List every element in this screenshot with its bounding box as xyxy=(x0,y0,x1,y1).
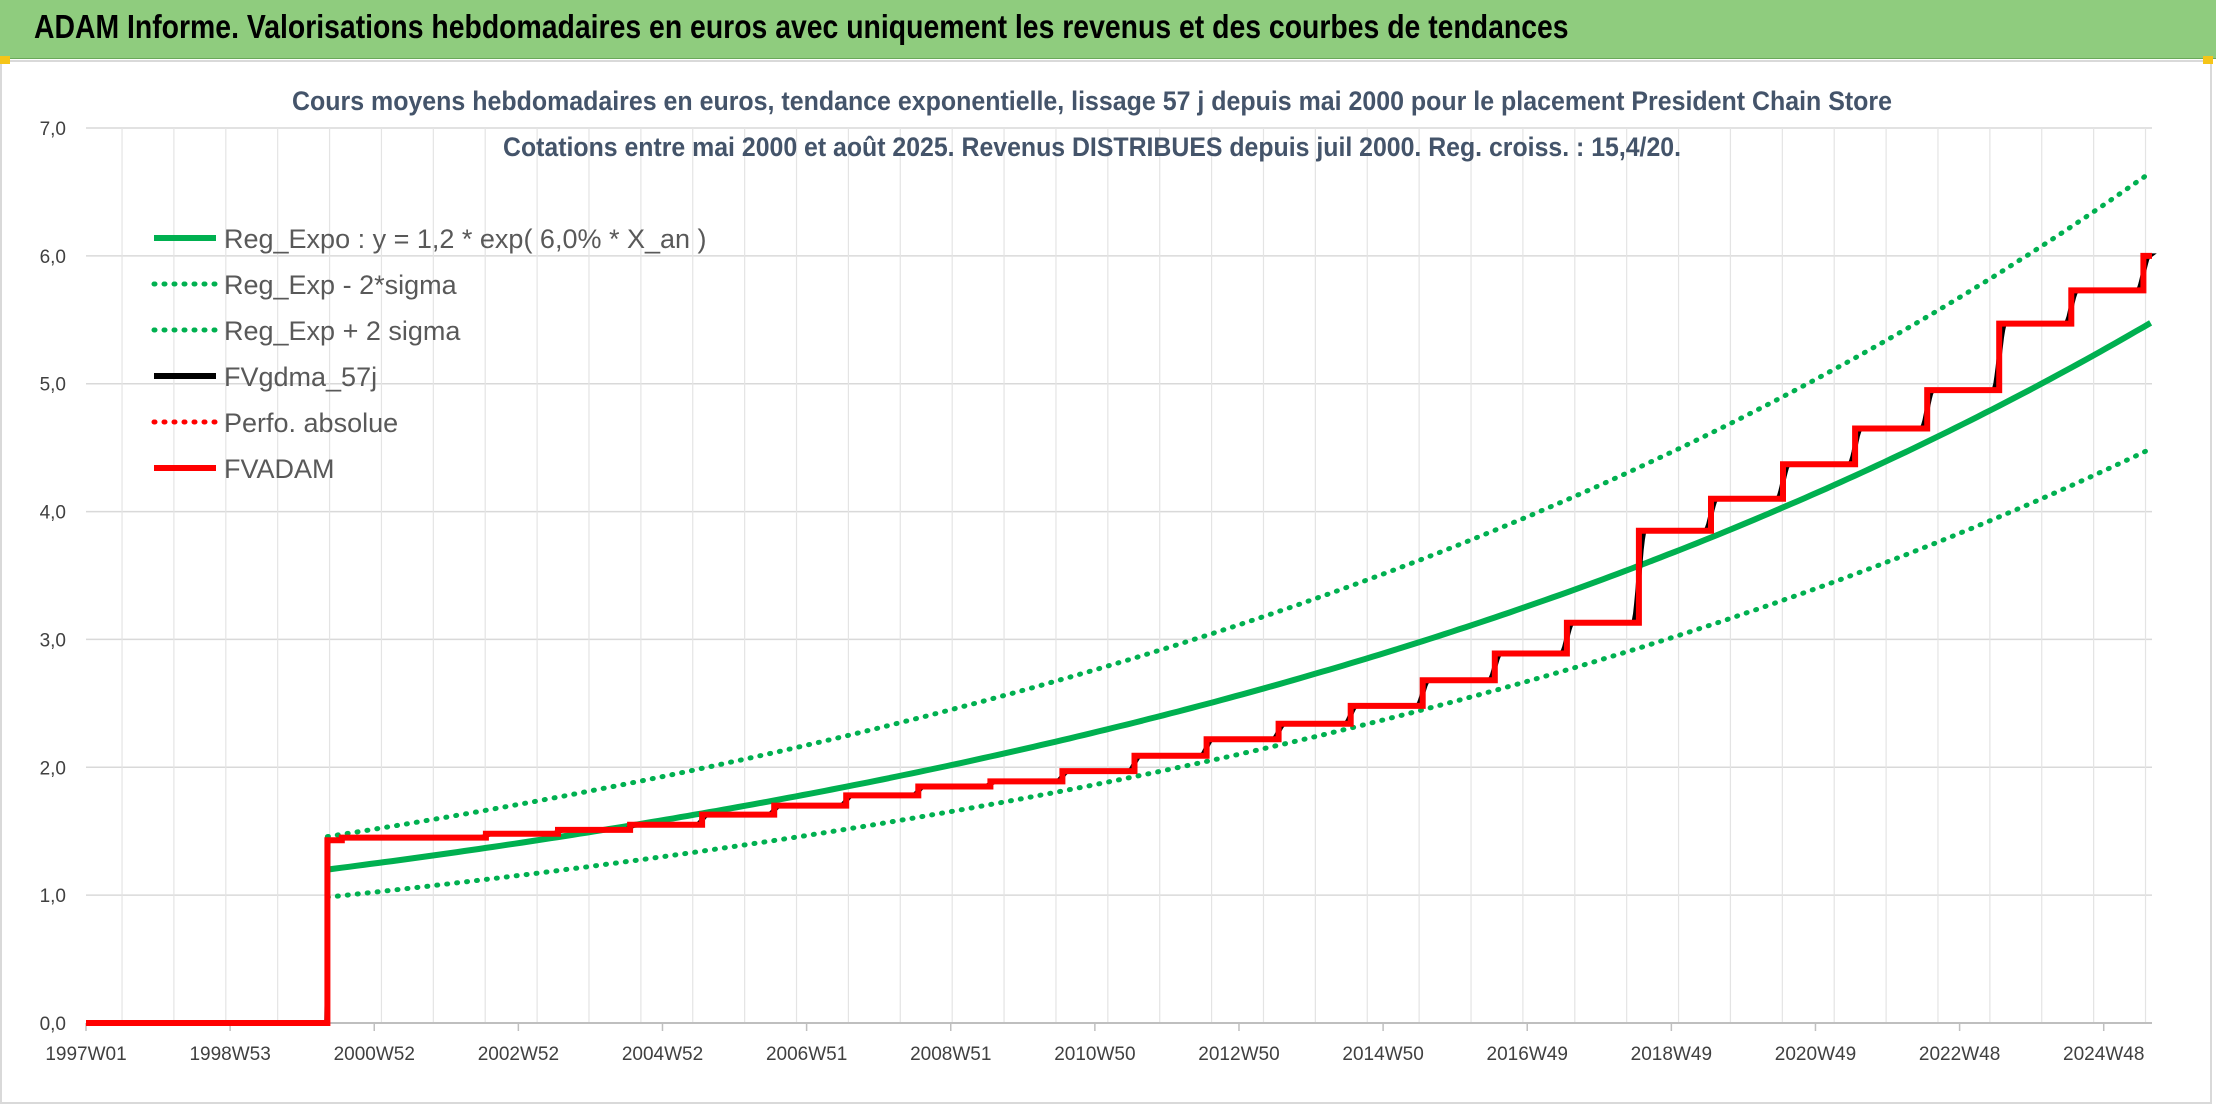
y-tick-label: 7,0 xyxy=(40,119,66,140)
x-tick-label: 2002W52 xyxy=(478,1044,559,1065)
axis-layer: 0,0 1,0 2,0 3,0 4,0 5,0 6,0 7,0 1997W01 1998W53 20… xyxy=(40,119,2152,1065)
legend-label-5: FVADAM xyxy=(224,454,335,484)
x-tick-label: 2022W48 xyxy=(1919,1044,2000,1065)
legend-label-1: Reg_Exp - 2*sigma xyxy=(224,270,458,300)
x-tick-label: 2000W52 xyxy=(334,1044,415,1065)
x-tick-label: 2012W50 xyxy=(1198,1044,1279,1065)
weekly-valuation-chart: 0,0 1,0 2,0 3,0 4,0 5,0 6,0 7,0 1997W01 1998W53 20… xyxy=(40,86,2157,1065)
x-tick-label: 2020W49 xyxy=(1775,1044,1856,1065)
y-tick-label: 4,0 xyxy=(40,503,66,524)
series-5-line xyxy=(86,252,2152,1026)
corner-marker-left xyxy=(0,56,10,64)
legend-label-3: FVgdma_57j xyxy=(224,362,377,392)
x-tick-label: 2016W49 xyxy=(1487,1044,1568,1065)
x-tick-label: 2008W51 xyxy=(910,1044,991,1065)
x-tick-label: 2018W49 xyxy=(1631,1044,1712,1065)
y-tick-label: 6,0 xyxy=(40,247,66,268)
y-tick-label: 1,0 xyxy=(40,886,66,907)
chart-subtitle: Cotations entre mai 2000 et août 2025. R… xyxy=(503,132,1681,162)
x-tick-label: 2024W48 xyxy=(2063,1044,2144,1065)
chart-frame: 0,0 1,0 2,0 3,0 4,0 5,0 6,0 7,0 1997W01 1998W53 20… xyxy=(0,60,2212,1104)
y-tick-label: 0,0 xyxy=(40,1014,66,1035)
legend-label-0: Reg_Expo : y = 1,2 * exp( 6,0% * X_an ) xyxy=(224,224,707,254)
grid-layer xyxy=(86,127,2152,1024)
y-tick-label: 2,0 xyxy=(40,758,66,779)
chart-title: Cours moyens hebdomadaires en euros, ten… xyxy=(292,86,1892,116)
report-title: ADAM Informe. Valorisations hebdomadaire… xyxy=(34,8,1569,45)
x-tick-label: 1998W53 xyxy=(189,1044,270,1065)
series-1-line xyxy=(324,446,2154,900)
legend-label-2: Reg_Exp + 2 sigma xyxy=(224,316,461,346)
x-tick-label: 2014W50 xyxy=(1342,1044,1423,1065)
y-tick-label: 5,0 xyxy=(40,375,66,396)
legend: Reg_Expo : y = 1,2 * exp( 6,0% * X_an ) R… xyxy=(151,224,707,484)
x-tick-label: 1997W01 xyxy=(45,1044,126,1065)
x-tick-label: 2006W51 xyxy=(766,1044,847,1065)
y-tick-label: 3,0 xyxy=(40,630,66,651)
corner-marker-right xyxy=(2203,56,2213,64)
legend-label-4: Perfo. absolue xyxy=(224,408,398,438)
series-layer xyxy=(86,169,2157,1026)
series-2-line xyxy=(324,169,2154,840)
x-tick-label: 2004W52 xyxy=(622,1044,703,1065)
x-tick-label: 2010W50 xyxy=(1054,1044,1135,1065)
report-banner: ADAM Informe. Valorisations hebdomadaire… xyxy=(0,0,2216,59)
